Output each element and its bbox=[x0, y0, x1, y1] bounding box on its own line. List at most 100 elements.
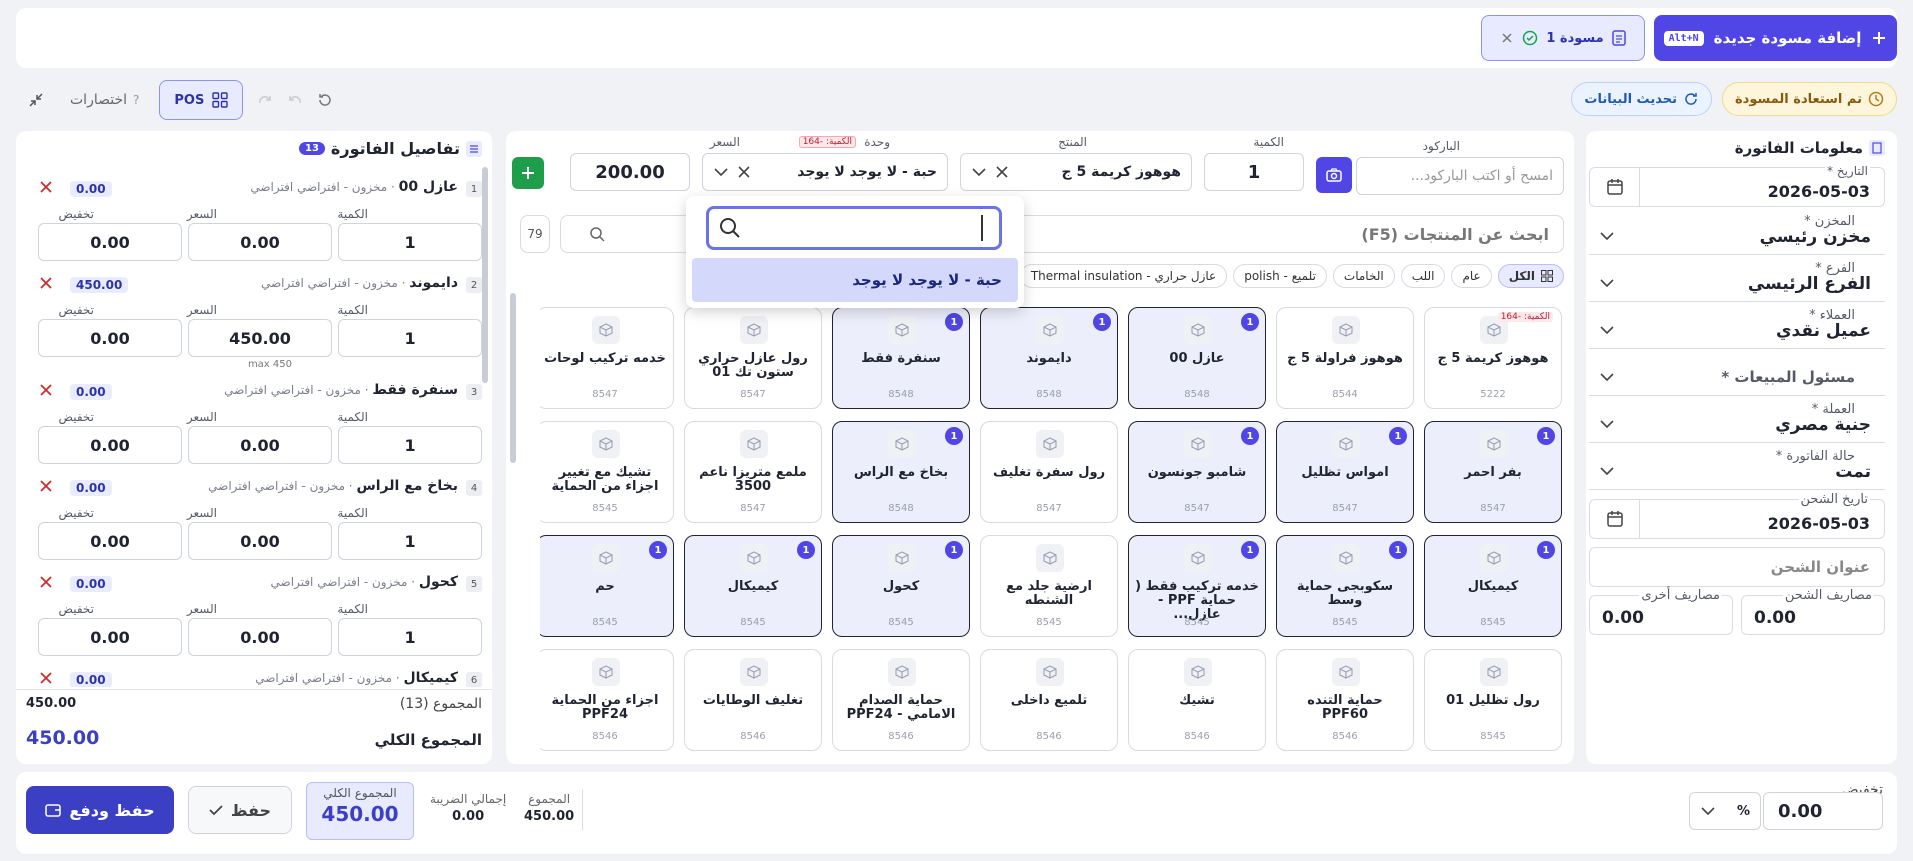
item-price-input[interactable]: 450.00 bbox=[188, 319, 332, 357]
undo-icon[interactable] bbox=[287, 92, 303, 108]
product-tile[interactable]: عازل 00 8548 1 bbox=[1128, 307, 1266, 409]
product-tile[interactable]: تشيك مع تغيير اجزاء من الحماية 8545 bbox=[540, 421, 674, 523]
remove-item-icon[interactable] bbox=[40, 480, 52, 492]
dropdown-search-input[interactable] bbox=[706, 206, 1002, 250]
grid-scrollbar[interactable] bbox=[510, 293, 516, 463]
product-tile[interactable]: تغليف الوطايات 8546 bbox=[684, 649, 822, 751]
remove-item-icon[interactable] bbox=[40, 672, 52, 684]
category-chip-all[interactable]: الكل bbox=[1497, 264, 1564, 288]
footer-discount-input[interactable]: 0.00 bbox=[1763, 792, 1883, 830]
product-tile[interactable]: اجزاء من الحماية PPF24 8546 bbox=[540, 649, 674, 751]
shortcuts-button[interactable]: اختصارات ? bbox=[70, 92, 139, 108]
product-tile[interactable]: رول سفرة تغليف 8547 bbox=[980, 421, 1118, 523]
product-tile[interactable]: كيميكال 8545 1 bbox=[1424, 535, 1562, 637]
product-tile[interactable]: بخاخ مع الراس 8548 1 bbox=[832, 421, 970, 523]
dropdown-option[interactable]: حبة - لا يوجد لا يوجد bbox=[692, 258, 1018, 302]
remove-item-icon[interactable] bbox=[40, 181, 52, 193]
item-qty-input[interactable]: 1 bbox=[338, 319, 482, 357]
product-tile[interactable]: كيميكال 8545 1 bbox=[684, 535, 822, 637]
currency-select[interactable]: العملة * جنية مصري bbox=[1589, 402, 1885, 443]
item-qty-input[interactable]: 1 bbox=[338, 426, 482, 464]
reset-icon[interactable] bbox=[317, 92, 333, 108]
camera-scan-button[interactable] bbox=[1316, 157, 1352, 193]
item-qty-input[interactable]: 1 bbox=[338, 223, 482, 261]
item-discount-input[interactable]: 0.00 bbox=[38, 223, 182, 261]
category-chip[interactable]: عام bbox=[1451, 264, 1492, 288]
pos-label: POS bbox=[174, 92, 205, 108]
product-tile[interactable]: حم 8545 1 bbox=[540, 535, 674, 637]
stock-badge: الكمية: -164 bbox=[1497, 312, 1553, 322]
branch-select[interactable]: الفرع * الفرع الرئيسي bbox=[1589, 261, 1885, 302]
collapse-icon[interactable] bbox=[16, 80, 56, 120]
sales-rep-select[interactable]: مسئول المبيعات * bbox=[1589, 356, 1885, 396]
product-tile[interactable]: حماية الصدام الامامي - PPF24 8546 bbox=[832, 649, 970, 751]
product-tile[interactable]: كحول 8545 1 bbox=[832, 535, 970, 637]
clear-icon[interactable] bbox=[995, 165, 1009, 179]
remove-item-icon[interactable] bbox=[40, 576, 52, 588]
item-discount-input[interactable]: 0.00 bbox=[38, 618, 182, 656]
category-chip[interactable]: الخامات bbox=[1332, 264, 1395, 288]
item-price-input[interactable]: 0.00 bbox=[188, 426, 332, 464]
product-tile[interactable]: شامبو جونسون 8547 1 bbox=[1128, 421, 1266, 523]
discount-type-select[interactable]: % bbox=[1689, 792, 1761, 830]
product-tile[interactable]: تلميع داخلى 8546 bbox=[980, 649, 1118, 751]
add-item-button[interactable] bbox=[512, 157, 544, 189]
item-discount-input[interactable]: 0.00 bbox=[38, 426, 182, 464]
product-tile[interactable]: رول تظليل 01 8545 bbox=[1424, 649, 1562, 751]
product-tile[interactable]: هوهوز فراولة 5 ج 8544 bbox=[1276, 307, 1414, 409]
product-tile[interactable]: سكوبجى حماية وسط 8545 1 bbox=[1276, 535, 1414, 637]
save-button[interactable]: حفظ bbox=[188, 786, 292, 834]
discount-col-label: تخفيض bbox=[58, 303, 94, 317]
product-tile[interactable]: ملمع متريزا ناعم 3500 8547 bbox=[684, 421, 822, 523]
ship-cost-input[interactable]: مصاريف الشحن 0.00 bbox=[1741, 588, 1885, 635]
item-price-input[interactable]: 0.00 bbox=[188, 223, 332, 261]
barcode-input[interactable]: امسح أو اكتب الباركود... bbox=[1356, 157, 1564, 195]
product-tile[interactable]: ارضية جلد مع الشنطه 8545 bbox=[980, 535, 1118, 637]
remove-item-icon[interactable] bbox=[40, 384, 52, 396]
price-input[interactable]: 200.00 bbox=[570, 153, 690, 191]
product-tile[interactable]: خدمه تركيب لوحات 8547 bbox=[540, 307, 674, 409]
item-qty-input[interactable]: 1 bbox=[338, 522, 482, 560]
add-new-draft-button[interactable]: إضافة مسودة جديدة Alt+N bbox=[1654, 15, 1897, 61]
ship-date-field[interactable]: تاريخ الشحن 2026-05-03 bbox=[1589, 492, 1885, 539]
category-chip[interactable]: اللب bbox=[1400, 264, 1446, 288]
item-price-input[interactable]: 0.00 bbox=[188, 522, 332, 560]
customer-select[interactable]: العملاء * عميل نقدي bbox=[1589, 308, 1885, 349]
category-chip[interactable]: عازل حراري - Thermal insulation bbox=[1019, 264, 1228, 288]
item-qty-input[interactable]: 1 bbox=[338, 618, 482, 656]
product-tile[interactable]: رول عازل حراري ستون تك 01 8547 bbox=[684, 307, 822, 409]
ship-address-input[interactable]: عنوان الشحن bbox=[1589, 547, 1885, 587]
item-price-input[interactable]: 0.00 bbox=[188, 618, 332, 656]
product-tile[interactable]: بفر احمر 8547 1 bbox=[1424, 421, 1562, 523]
product-search-input[interactable]: ابحث عن المنتجات (F5) bbox=[560, 215, 1564, 253]
item-discount-input[interactable]: 0.00 bbox=[38, 522, 182, 560]
draft-tab[interactable]: مسودة 1 bbox=[1481, 15, 1645, 61]
clear-icon[interactable] bbox=[737, 165, 751, 179]
invoice-status-select[interactable]: حالة الفاتورة * تمت bbox=[1589, 449, 1885, 490]
product-tile[interactable]: حماية التنده PPF60 8546 bbox=[1276, 649, 1414, 751]
product-select[interactable]: هوهوز كريمة 5 ج bbox=[960, 153, 1192, 191]
redo-icon[interactable] bbox=[257, 92, 273, 108]
items-scrollbar[interactable] bbox=[482, 167, 488, 383]
remove-item-icon[interactable] bbox=[40, 277, 52, 289]
date-field[interactable]: التاريخ * 2026-05-03 bbox=[1589, 164, 1885, 207]
product-tile[interactable]: تشيك 8546 bbox=[1128, 649, 1266, 751]
quantity-input[interactable]: 1 bbox=[1204, 153, 1304, 191]
product-code: 8545 bbox=[1480, 731, 1506, 742]
refresh-data-button[interactable]: تحديث البيانات bbox=[1571, 82, 1712, 116]
save-and-pay-button[interactable]: حفظ ودفع bbox=[26, 786, 174, 834]
item-discount-input[interactable]: 0.00 bbox=[38, 319, 182, 357]
other-cost-input[interactable]: مصاريف أخرى 0.00 bbox=[1589, 588, 1733, 635]
product-tile[interactable]: سنفرة فقط 8548 1 bbox=[832, 307, 970, 409]
calendar-icon[interactable] bbox=[1590, 500, 1640, 538]
warehouse-select[interactable]: المخزن * مخزن رئيسي bbox=[1589, 214, 1885, 255]
product-tile[interactable]: خدمه تركيب فقط ( حماية PPF - عازل... 8545… bbox=[1128, 535, 1266, 637]
product-tile[interactable]: دايموند 8548 1 bbox=[980, 307, 1118, 409]
product-tile[interactable]: هوهوز كريمة 5 ج 5222 الكمية: -164 bbox=[1424, 307, 1562, 409]
unit-select[interactable]: حبة - لا يوجد لا يوجد bbox=[702, 153, 948, 191]
category-chip[interactable]: تلميع - polish bbox=[1233, 264, 1327, 288]
calendar-icon[interactable] bbox=[1590, 168, 1640, 206]
product-tile[interactable]: امواس تظليل 8547 1 bbox=[1276, 421, 1414, 523]
pos-mode-button[interactable]: POS bbox=[159, 80, 244, 120]
close-icon[interactable] bbox=[1500, 31, 1514, 45]
